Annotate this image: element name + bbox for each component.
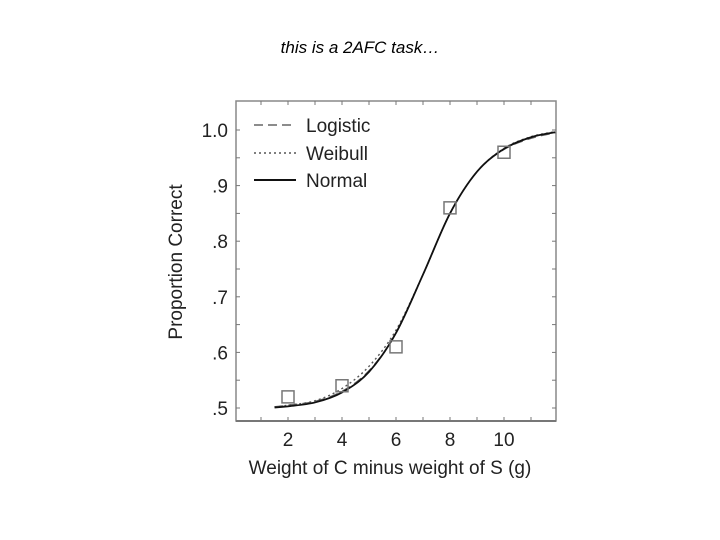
data-point-square bbox=[389, 340, 403, 354]
data-point-square bbox=[335, 379, 349, 393]
legend-label-weibull: Weibull bbox=[306, 144, 368, 165]
x-tick-label: 6 bbox=[391, 430, 402, 451]
y-tick-label: .7 bbox=[212, 288, 228, 309]
data-point-square bbox=[281, 390, 295, 404]
x-axis-label: Weight of C minus weight of S (g) bbox=[249, 458, 532, 479]
slide-title: this is a 2AFC task… bbox=[280, 38, 440, 57]
y-axis-label: Proportion Correct bbox=[166, 184, 187, 340]
y-tick-label: 1.0 bbox=[202, 121, 228, 142]
x-tick-label: 4 bbox=[337, 430, 348, 451]
y-tick-label: .9 bbox=[212, 177, 228, 198]
plot-frame bbox=[235, 100, 557, 422]
legend-label-normal: Normal bbox=[306, 171, 367, 192]
y-tick-label: .8 bbox=[212, 232, 228, 253]
x-tick-label: 2 bbox=[283, 430, 294, 451]
x-tick-label: 10 bbox=[493, 430, 514, 451]
y-tick-label: .6 bbox=[212, 343, 228, 364]
data-point-square bbox=[443, 201, 457, 215]
data-point-square bbox=[497, 145, 511, 159]
curve-normal bbox=[274, 131, 556, 409]
x-tick-label: 8 bbox=[445, 430, 456, 451]
legend-label-logistic: Logistic bbox=[306, 116, 370, 137]
y-tick-label: .5 bbox=[212, 399, 228, 420]
